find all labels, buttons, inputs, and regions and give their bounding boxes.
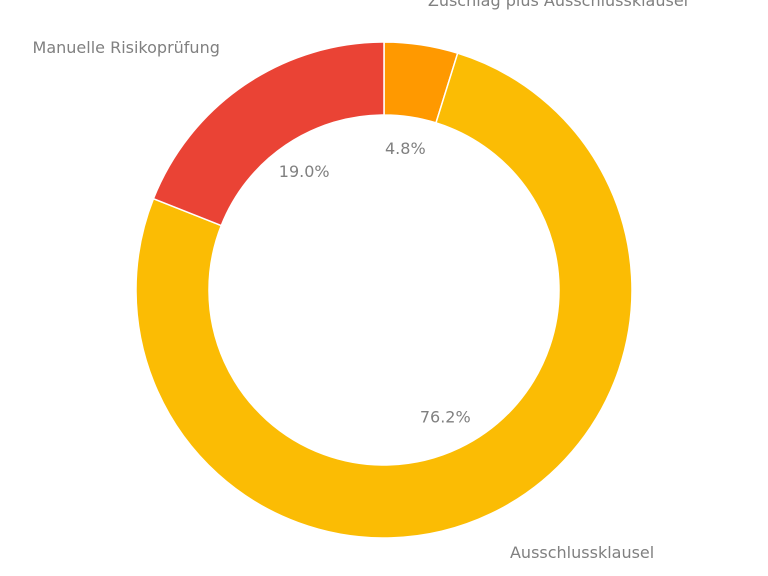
slice-percent-label: 19.0% <box>279 162 330 181</box>
slice-percent-label: 76.2% <box>420 408 471 427</box>
slice-category-label: Zuschlag plus Ausschlussklausel <box>428 0 688 10</box>
slice-category-label: Manuelle Risikoprüfung <box>33 38 220 57</box>
slice-category-label: Ausschlussklausel <box>510 543 654 562</box>
donut-slice <box>135 52 633 539</box>
slice-percent-label: 4.8% <box>385 139 426 158</box>
slice-labels: 4.8% Zuschlag plus Ausschlussklausel 76.2%… <box>33 0 689 562</box>
donut-slices <box>135 41 633 539</box>
donut-slice <box>152 41 385 227</box>
